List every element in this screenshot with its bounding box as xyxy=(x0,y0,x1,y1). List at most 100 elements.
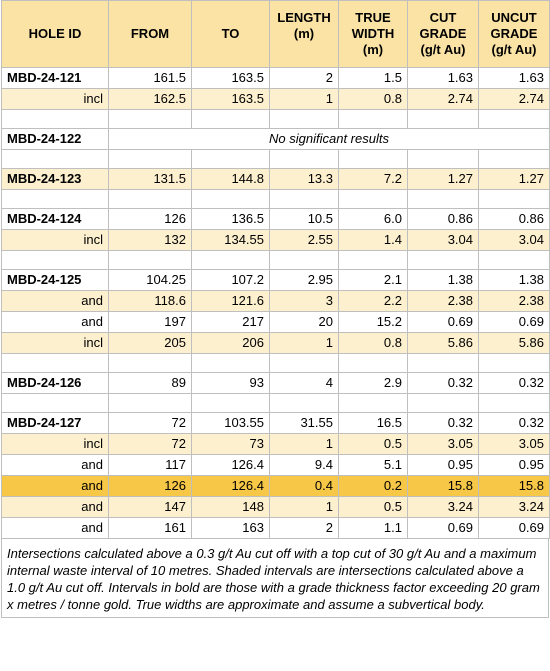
from-cell: 147 xyxy=(108,496,192,518)
to-cell: 136.5 xyxy=(191,208,270,230)
hole-id-cell: and xyxy=(1,454,109,476)
true-width-cell: 5.1 xyxy=(338,454,408,476)
uncut-grade-cell: 3.24 xyxy=(478,496,550,518)
length-cell: 2 xyxy=(269,517,339,539)
to-cell: 93 xyxy=(191,372,270,394)
cut-grade-cell: 3.05 xyxy=(407,433,479,455)
drill-results-document: HOLE ID FROM TO LENGTH (m) TRUE WIDTH (m) C… xyxy=(1,0,550,618)
cut-grade-cell: 2.74 xyxy=(407,88,479,110)
to-cell: 163.5 xyxy=(191,67,270,89)
to-cell: 148 xyxy=(191,496,270,518)
to-cell: 103.55 xyxy=(191,412,270,434)
table-row: MBD-24-127 72 103.55 31.55 16.5 0.32 0.3… xyxy=(1,412,550,434)
length-cell: 1 xyxy=(269,88,339,110)
to-cell: 126.4 xyxy=(191,475,270,497)
header-hole-id: HOLE ID xyxy=(1,0,109,68)
table-row: incl 162.5 163.5 1 0.8 2.74 2.74 xyxy=(1,88,550,110)
from-cell: 162.5 xyxy=(108,88,192,110)
from-cell: 72 xyxy=(108,412,192,434)
length-cell: 3 xyxy=(269,290,339,312)
cut-grade-cell: 15.8 xyxy=(407,475,479,497)
to-cell: 134.55 xyxy=(191,229,270,251)
table-row: MBD-24-122 No significant results xyxy=(1,128,550,150)
true-width-cell: 6.0 xyxy=(338,208,408,230)
uncut-grade-cell: 5.86 xyxy=(478,332,550,354)
hole-id-cell: MBD-24-126 xyxy=(1,372,109,394)
spacer-row xyxy=(1,149,550,169)
drill-results-table: HOLE ID FROM TO LENGTH (m) TRUE WIDTH (m) C… xyxy=(1,0,550,539)
cut-grade-cell: 3.24 xyxy=(407,496,479,518)
length-cell: 1 xyxy=(269,332,339,354)
table-row: MBD-24-123 131.5 144.8 13.3 7.2 1.27 1.2… xyxy=(1,168,550,190)
to-cell: 126.4 xyxy=(191,454,270,476)
hole-id-cell: incl xyxy=(1,433,109,455)
length-cell: 1 xyxy=(269,433,339,455)
hole-id-cell: and xyxy=(1,517,109,539)
true-width-cell: 0.2 xyxy=(338,475,408,497)
table-row-highlighted: and 126 126.4 0.4 0.2 15.8 15.8 xyxy=(1,475,550,497)
hole-id-cell: and xyxy=(1,496,109,518)
from-cell: 161 xyxy=(108,517,192,539)
from-cell: 161.5 xyxy=(108,67,192,89)
uncut-grade-cell: 0.95 xyxy=(478,454,550,476)
cut-grade-cell: 0.32 xyxy=(407,372,479,394)
to-cell: 206 xyxy=(191,332,270,354)
cut-grade-cell: 1.27 xyxy=(407,168,479,190)
length-cell: 4 xyxy=(269,372,339,394)
uncut-grade-cell: 3.05 xyxy=(478,433,550,455)
hole-id-cell: MBD-24-122 xyxy=(1,128,109,150)
uncut-grade-cell: 3.04 xyxy=(478,229,550,251)
true-width-cell: 0.8 xyxy=(338,332,408,354)
uncut-grade-cell: 1.27 xyxy=(478,168,550,190)
table-row: and 197 217 20 15.2 0.69 0.69 xyxy=(1,311,550,333)
length-cell: 9.4 xyxy=(269,454,339,476)
spacer-row xyxy=(1,109,550,129)
to-cell: 121.6 xyxy=(191,290,270,312)
uncut-grade-cell: 1.38 xyxy=(478,269,550,291)
length-cell: 2.95 xyxy=(269,269,339,291)
from-cell: 131.5 xyxy=(108,168,192,190)
from-cell: 205 xyxy=(108,332,192,354)
true-width-cell: 16.5 xyxy=(338,412,408,434)
hole-id-cell: incl xyxy=(1,229,109,251)
table-row: MBD-24-126 89 93 4 2.9 0.32 0.32 xyxy=(1,372,550,394)
from-cell: 132 xyxy=(108,229,192,251)
hole-id-cell: MBD-24-124 xyxy=(1,208,109,230)
uncut-grade-cell: 0.69 xyxy=(478,517,550,539)
cut-grade-cell: 0.69 xyxy=(407,517,479,539)
cut-grade-cell: 2.38 xyxy=(407,290,479,312)
to-cell: 144.8 xyxy=(191,168,270,190)
uncut-grade-cell: 2.74 xyxy=(478,88,550,110)
cut-grade-cell: 0.32 xyxy=(407,412,479,434)
header-to: TO xyxy=(191,0,270,68)
uncut-grade-cell: 15.8 xyxy=(478,475,550,497)
cut-grade-cell: 1.63 xyxy=(407,67,479,89)
from-cell: 126 xyxy=(108,208,192,230)
hole-id-cell: and xyxy=(1,311,109,333)
uncut-grade-cell: 2.38 xyxy=(478,290,550,312)
header-from: FROM xyxy=(108,0,192,68)
true-width-cell: 1.5 xyxy=(338,67,408,89)
spacer-row xyxy=(1,393,550,413)
table-row: and 161 163 2 1.1 0.69 0.69 xyxy=(1,517,550,539)
cut-grade-cell: 0.95 xyxy=(407,454,479,476)
length-cell: 2 xyxy=(269,67,339,89)
no-results-note: No significant results xyxy=(108,128,550,150)
length-cell: 31.55 xyxy=(269,412,339,434)
length-cell: 13.3 xyxy=(269,168,339,190)
true-width-cell: 0.5 xyxy=(338,496,408,518)
hole-id-cell: incl xyxy=(1,332,109,354)
length-cell: 1 xyxy=(269,496,339,518)
to-cell: 73 xyxy=(191,433,270,455)
true-width-cell: 0.8 xyxy=(338,88,408,110)
table-row: incl 72 73 1 0.5 3.05 3.05 xyxy=(1,433,550,455)
from-cell: 72 xyxy=(108,433,192,455)
hole-id-cell: incl xyxy=(1,88,109,110)
table-row: MBD-24-125 104.25 107.2 2.95 2.1 1.38 1.… xyxy=(1,269,550,291)
to-cell: 107.2 xyxy=(191,269,270,291)
true-width-cell: 2.9 xyxy=(338,372,408,394)
to-cell: 163 xyxy=(191,517,270,539)
uncut-grade-cell: 1.63 xyxy=(478,67,550,89)
hole-id-cell: MBD-24-127 xyxy=(1,412,109,434)
from-cell: 118.6 xyxy=(108,290,192,312)
